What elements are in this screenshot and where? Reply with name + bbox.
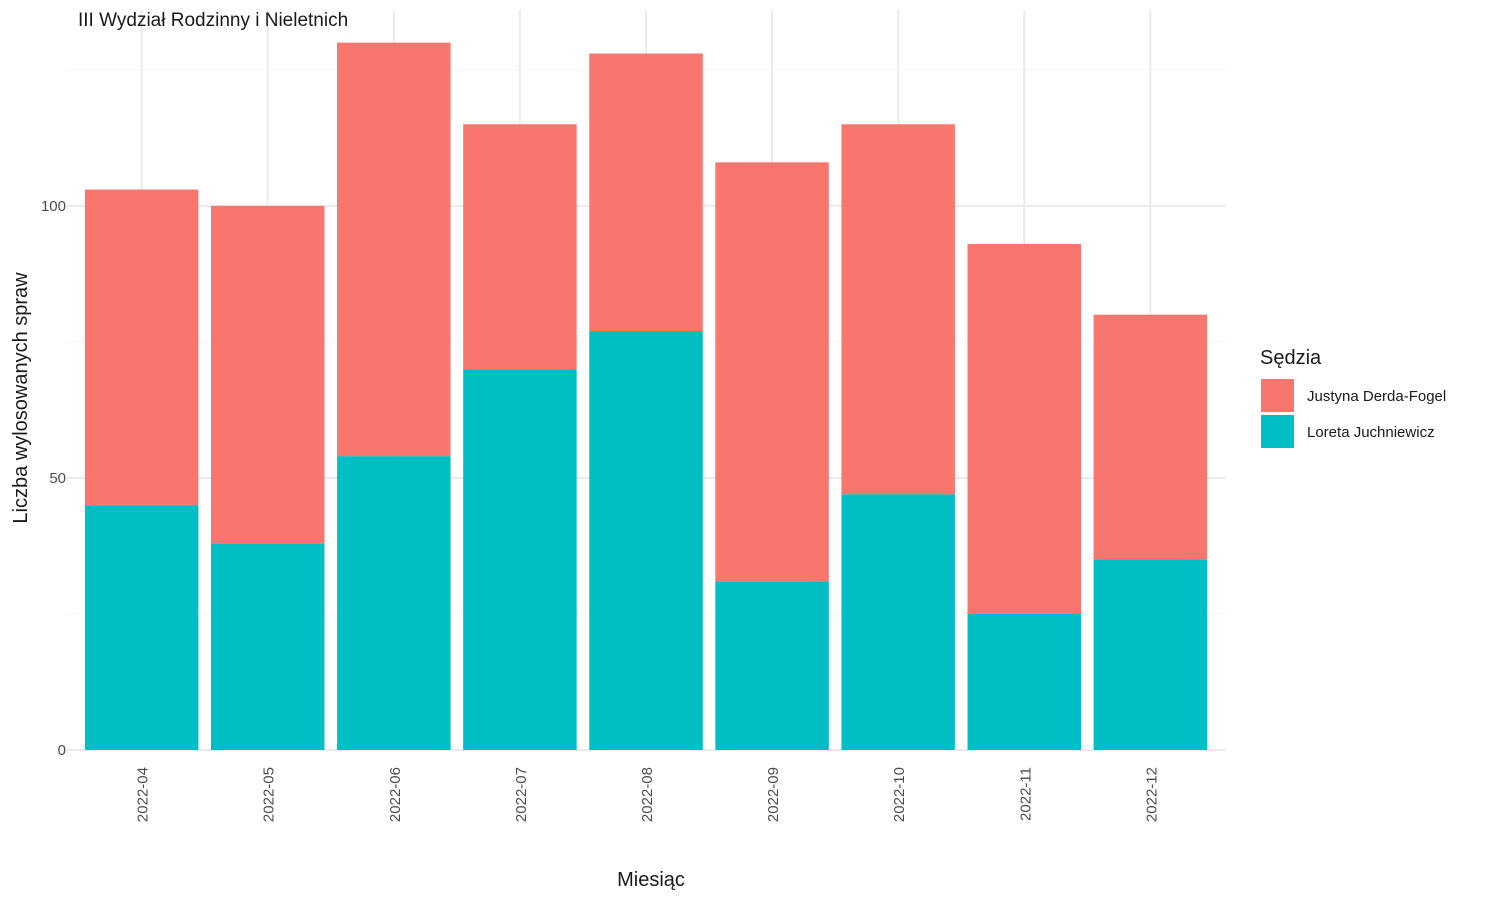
bar-loreta-juchniewicz-2022-04	[84, 505, 199, 750]
bars	[84, 42, 1208, 750]
x-tick-label: 2022-08	[639, 767, 656, 822]
y-tick-label: 50	[49, 470, 66, 487]
bar-justyna-derda-fogel-2022-07	[463, 124, 577, 370]
legend: Sędzia Justyna Derda-Fogel Loreta Juchni…	[1260, 347, 1446, 448]
bar-loreta-juchniewicz-2022-11	[967, 613, 1081, 750]
legend-swatch-loreta	[1261, 415, 1294, 448]
chart-title: III Wydział Rodzinny i Nieletnich	[78, 10, 348, 31]
x-tick-label: 2022-07	[513, 767, 530, 822]
legend-label-justyna: Justyna Derda-Fogel	[1307, 388, 1446, 405]
legend-swatch-justyna	[1261, 379, 1294, 412]
x-tick-label: 2022-10	[891, 767, 908, 822]
y-tick-label: 100	[41, 198, 66, 215]
bar-loreta-juchniewicz-2022-07	[463, 369, 577, 750]
bar-loreta-juchniewicz-2022-06	[337, 456, 451, 750]
bar-justyna-derda-fogel-2022-05	[211, 205, 325, 544]
legend-title: Sędzia	[1260, 347, 1322, 369]
x-tick-label: 2022-12	[1143, 767, 1160, 822]
bar-loreta-juchniewicz-2022-08	[589, 331, 703, 750]
bar-loreta-juchniewicz-2022-05	[211, 543, 325, 750]
x-tick-label: 2022-04	[135, 767, 152, 822]
bar-loreta-juchniewicz-2022-09	[715, 581, 829, 750]
bar-justyna-derda-fogel-2022-10	[841, 124, 955, 495]
bar-justyna-derda-fogel-2022-12	[1093, 314, 1208, 560]
bar-justyna-derda-fogel-2022-09	[715, 162, 829, 582]
x-axis-title: Miesiąc	[617, 869, 685, 891]
bar-justyna-derda-fogel-2022-06	[337, 42, 451, 457]
y-axis-title: Liczba wylosowanych spraw	[10, 272, 32, 524]
y-tick-label: 0	[58, 742, 66, 759]
y-axis-ticks: 0 50 100	[41, 198, 66, 759]
bar-loreta-juchniewicz-2022-12	[1093, 559, 1208, 750]
x-tick-label: 2022-06	[387, 767, 404, 822]
bar-justyna-derda-fogel-2022-08	[589, 53, 703, 332]
x-tick-label: 2022-11	[1017, 767, 1034, 821]
legend-label-loreta: Loreta Juchniewicz	[1307, 424, 1435, 441]
bar-loreta-juchniewicz-2022-10	[841, 494, 955, 750]
bar-justyna-derda-fogel-2022-04	[84, 189, 199, 506]
x-tick-label: 2022-05	[261, 767, 278, 822]
x-axis-ticks: 2022-04 2022-05 2022-06 2022-07 2022-08 2022-…	[135, 767, 1161, 822]
bar-justyna-derda-fogel-2022-11	[967, 243, 1081, 614]
x-tick-label: 2022-09	[765, 767, 782, 822]
